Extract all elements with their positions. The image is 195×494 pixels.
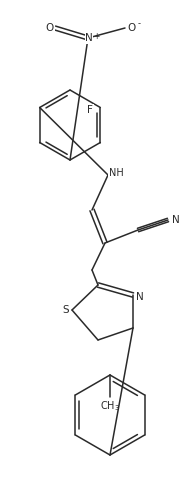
Text: O: O [46, 23, 54, 33]
Text: F: F [87, 105, 93, 115]
Text: O: O [128, 23, 136, 33]
Text: CH$_3$: CH$_3$ [100, 399, 120, 413]
Text: N: N [136, 292, 144, 302]
Text: NH: NH [109, 168, 123, 178]
Text: N: N [85, 33, 93, 43]
Text: N: N [172, 215, 180, 225]
Text: -: - [137, 19, 141, 29]
Text: S: S [63, 305, 69, 315]
Text: +: + [93, 32, 99, 41]
